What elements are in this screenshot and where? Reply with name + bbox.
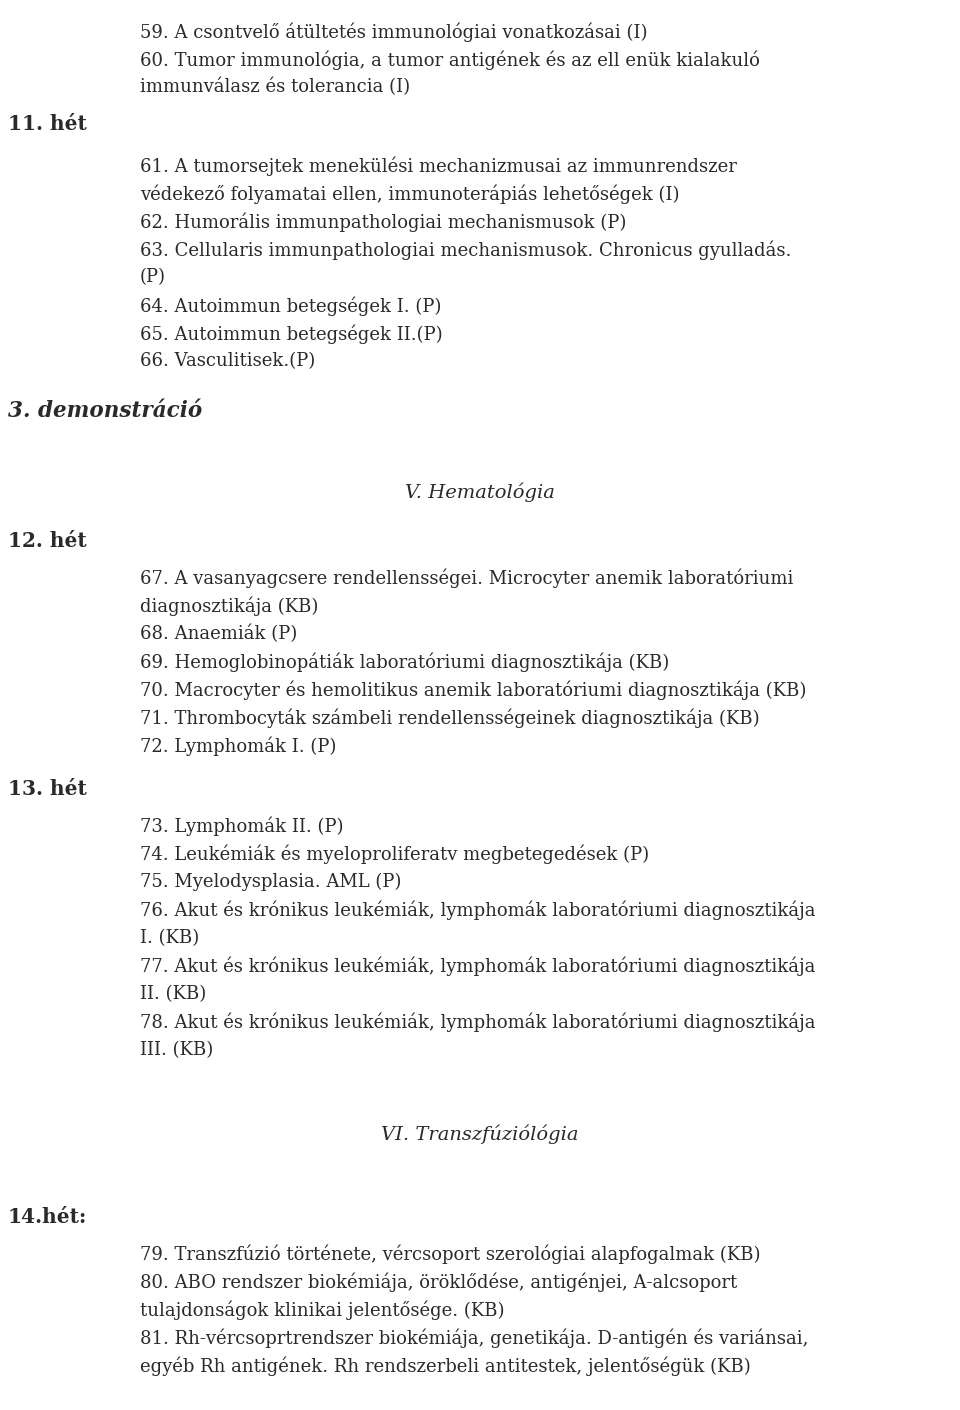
Text: 75. Myelodysplasia. AML (P): 75. Myelodysplasia. AML (P) xyxy=(140,873,401,891)
Text: 67. A vasanyagcsere rendellensségei. Microcyter anemik laboratóriumi: 67. A vasanyagcsere rendellensségei. Mic… xyxy=(140,570,793,588)
Text: 13. hét: 13. hét xyxy=(8,778,86,799)
Text: II. (KB): II. (KB) xyxy=(140,986,206,1003)
Text: immunválasz és tolerancia (I): immunválasz és tolerancia (I) xyxy=(140,78,410,96)
Text: 81. Rh-vércsoprtrendszer biokémiája, genetikája. D-antigén és variánsai,: 81. Rh-vércsoprtrendszer biokémiája, gen… xyxy=(140,1330,808,1348)
Text: 80. ABO rendszer biokémiája, öröklődése, antigénjei, A-alcsoport: 80. ABO rendszer biokémiája, öröklődése,… xyxy=(140,1273,737,1293)
Text: 3. demonstráció: 3. demonstráció xyxy=(8,400,203,422)
Text: 72. Lymphomák I. (P): 72. Lymphomák I. (P) xyxy=(140,737,336,757)
Text: 76. Akut és krónikus leukémiák, lymphomák laboratóriumi diagnosztikája: 76. Akut és krónikus leukémiák, lymphomá… xyxy=(140,901,815,921)
Text: 60. Tumor immunológia, a tumor antigének és az ell enük kialakuló: 60. Tumor immunológia, a tumor antigének… xyxy=(140,49,760,69)
Text: 61. A tumorsejtek menekülési mechanizmusai az immunrendszer: 61. A tumorsejtek menekülési mechanizmus… xyxy=(140,157,737,175)
Text: I. (KB): I. (KB) xyxy=(140,929,200,948)
Text: 78. Akut és krónikus leukémiák, lymphomák laboratóriumi diagnosztikája: 78. Akut és krónikus leukémiák, lymphomá… xyxy=(140,1012,815,1032)
Text: 79. Transzfúzió története, vércsoport szerológiai alapfogalmak (KB): 79. Transzfúzió története, vércsoport sz… xyxy=(140,1245,760,1265)
Text: 11. hét: 11. hét xyxy=(8,114,86,134)
Text: védekező folyamatai ellen, immunoterápiás lehetőségek (I): védekező folyamatai ellen, immunoterápiá… xyxy=(140,183,680,203)
Text: 70. Macrocyter és hemolitikus anemik laboratóriumi diagnosztikája (KB): 70. Macrocyter és hemolitikus anemik lab… xyxy=(140,681,806,701)
Text: 64. Autoimmun betegségek I. (P): 64. Autoimmun betegségek I. (P) xyxy=(140,296,442,316)
Text: 74. Leukémiák és myeloproliferatv megbetegedések (P): 74. Leukémiák és myeloproliferatv megbet… xyxy=(140,845,649,864)
Text: 68. Anaemiák (P): 68. Anaemiák (P) xyxy=(140,625,298,643)
Text: 65. Autoimmun betegségek II.(P): 65. Autoimmun betegségek II.(P) xyxy=(140,324,443,344)
Text: 12. hét: 12. hét xyxy=(8,532,86,551)
Text: 62. Humorális immunpathologiai mechanismusok (P): 62. Humorális immunpathologiai mechanism… xyxy=(140,212,626,231)
Text: 14.hét:: 14.hét: xyxy=(8,1207,87,1227)
Text: III. (KB): III. (KB) xyxy=(140,1041,213,1059)
Text: 69. Hemoglobinopátiák laboratóriumi diagnosztikája (KB): 69. Hemoglobinopátiák laboratóriumi diag… xyxy=(140,653,669,673)
Text: 59. A csontvelő átültetés immunológiai vonatkozásai (I): 59. A csontvelő átültetés immunológiai v… xyxy=(140,23,647,41)
Text: tulajdonságok klinikai jelentősége. (KB): tulajdonságok klinikai jelentősége. (KB) xyxy=(140,1301,505,1321)
Text: diagnosztikája (KB): diagnosztikája (KB) xyxy=(140,596,319,616)
Text: 63. Cellularis immunpathologiai mechanismusok. Chronicus gyulladás.: 63. Cellularis immunpathologiai mechanis… xyxy=(140,240,791,259)
Text: 66. Vasculitisek.(P): 66. Vasculitisek.(P) xyxy=(140,352,315,369)
Text: 71. Thrombocyták számbeli rendellensségeinek diagnosztikája (KB): 71. Thrombocyták számbeli rendellenssége… xyxy=(140,709,759,729)
Text: VI. Transzfúziólógia: VI. Transzfúziólógia xyxy=(381,1124,579,1144)
Text: (P): (P) xyxy=(140,268,166,286)
Text: 73. Lymphomák II. (P): 73. Lymphomák II. (P) xyxy=(140,816,344,836)
Text: V. Hematológia: V. Hematológia xyxy=(405,484,555,502)
Text: 77. Akut és krónikus leukémiák, lymphomák laboratóriumi diagnosztikája: 77. Akut és krónikus leukémiák, lymphomá… xyxy=(140,957,815,977)
Text: egyéb Rh antigének. Rh rendszerbeli antitestek, jelentőségük (KB): egyéb Rh antigének. Rh rendszerbeli anti… xyxy=(140,1356,751,1376)
